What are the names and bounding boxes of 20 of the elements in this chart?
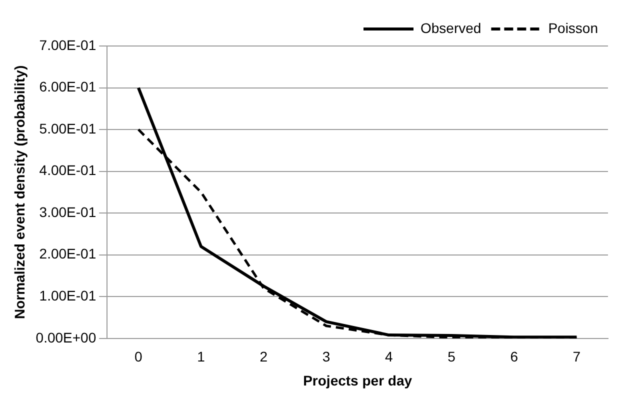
x-tick-label: 2 — [260, 348, 268, 365]
y-tick-label: 0.00E+00 — [36, 329, 96, 346]
x-axis-title: Projects per day — [303, 372, 412, 388]
legend-label: Poisson — [548, 20, 598, 36]
y-axis-title: Normalized event density (probability) — [11, 65, 28, 320]
y-tick-label: 7.00E-01 — [39, 36, 96, 53]
y-tick-label: 1.00E-01 — [39, 287, 96, 304]
y-tick-label: 3.00E-01 — [39, 204, 96, 220]
x-tick-label: 7 — [572, 348, 581, 365]
y-tick-label: 6.00E-01 — [39, 78, 96, 95]
x-tick-label: 5 — [448, 348, 456, 365]
x-tick-label: 0 — [134, 348, 143, 365]
legend-label: Observed — [420, 20, 482, 36]
x-tick-label: 3 — [322, 348, 330, 365]
x-tick-label: 1 — [197, 348, 206, 365]
x-tick-label: 4 — [384, 348, 393, 365]
y-tick-label: 2.00E-01 — [39, 246, 96, 262]
y-tick-label: 5.00E-01 — [39, 120, 96, 136]
y-tick-label: 4.00E-01 — [39, 162, 96, 178]
x-tick-label: 6 — [510, 348, 518, 365]
